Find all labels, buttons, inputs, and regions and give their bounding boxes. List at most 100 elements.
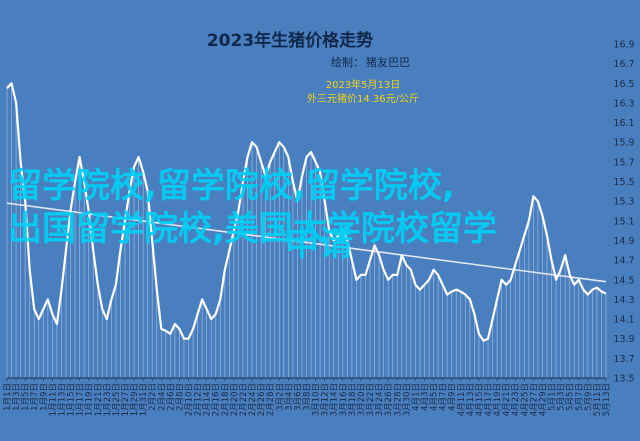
- x-tick-label: 3月30日: [402, 383, 412, 416]
- author-label: 绘制：: [331, 55, 364, 69]
- x-tick-label: 3月8日: [303, 383, 313, 411]
- daily-bars-layer: [6, 83, 607, 378]
- x-tick-label: 2月28日: [266, 383, 276, 416]
- y-tick-label: 15.5: [613, 177, 634, 188]
- x-tick-label: 2月16日: [212, 383, 222, 416]
- x-tick-label: 4月1日: [411, 383, 421, 411]
- x-tick-label: 2月18日: [221, 383, 231, 416]
- watermark: 留学院校,留学院校,留学院校, 出国留学院校,美国大学院校留学 申请: [8, 166, 497, 264]
- x-tick-label: 3月12日: [321, 383, 331, 416]
- x-tick-label: 5月1日: [548, 383, 558, 411]
- y-tick-label: 15.1: [613, 216, 634, 227]
- annotation-text: 外三元猪价14.36元/公斤: [307, 93, 419, 105]
- x-tick-label: 1月17日: [76, 383, 86, 416]
- y-tick-label: 16.9: [613, 40, 634, 51]
- watermark-line-3: 申请: [285, 224, 353, 264]
- x-tick-label: 4月21日: [502, 383, 512, 416]
- x-tick-label: 3月22日: [366, 383, 376, 416]
- x-axis-ticks: 1月1日 1月3日 1月5日 1月7日 1月9日 1月11日 1月13日 1月15日 1月17日…: [3, 378, 612, 416]
- y-tick-label: 14.7: [613, 256, 634, 267]
- x-tick-label: 4月9日: [448, 383, 458, 411]
- x-tick-label: 2月10日: [185, 383, 195, 416]
- y-tick-label: 16.5: [613, 79, 634, 90]
- x-tick-label: 4月7日: [439, 383, 449, 411]
- x-tick-label: 4月5日: [430, 383, 440, 411]
- x-tick-label: 3月28日: [393, 383, 403, 416]
- trendline: [6, 202, 607, 283]
- x-tick-label: 1月1日: [3, 383, 13, 411]
- y-tick-label: 16.3: [613, 98, 634, 109]
- y-tick-label: 14.1: [613, 315, 634, 326]
- y-tick-label: 16.7: [613, 59, 634, 70]
- y-tick-label: 14.9: [613, 236, 634, 247]
- x-tick-label: 1月3日: [12, 383, 22, 411]
- x-tick-label: 3月2日: [275, 383, 285, 411]
- x-tick-label: 2月20日: [230, 383, 240, 416]
- x-tick-label: 4月15日: [475, 383, 485, 416]
- x-tick-label: 2月4日: [157, 383, 167, 411]
- x-tick-label: 5月11日: [593, 383, 603, 416]
- x-tick-label: 5月7日: [575, 383, 585, 411]
- x-tick-label: 3月18日: [348, 383, 358, 416]
- chart-title: 2023年生猪价格走势: [207, 30, 373, 51]
- y-tick-label: 14.3: [613, 295, 634, 306]
- x-tick-label: 4月3日: [420, 383, 430, 411]
- y-tick-label: 13.5: [613, 374, 634, 385]
- x-tick-label: 3月16日: [339, 383, 349, 416]
- x-tick-label: 4月25日: [520, 383, 530, 416]
- x-tick-label: 3月24日: [375, 383, 385, 416]
- x-tick-label: 3月26日: [384, 383, 394, 416]
- price-line: [6, 82, 607, 342]
- x-tick-label: 3月20日: [357, 383, 367, 416]
- x-tick-label: 1月29日: [130, 383, 140, 416]
- y-axis-ticks: 16.9 16.7 16.5 16.3 16.1 15.9 15.7 15.5 15.3 15.1…: [613, 40, 634, 385]
- x-tick-label: 5月3日: [557, 383, 567, 411]
- x-tick-label: 1月7日: [30, 383, 40, 411]
- x-tick-label: 5月5日: [566, 383, 576, 411]
- x-tick-label: 1月9日: [39, 383, 49, 411]
- y-tick-label: 15.9: [613, 138, 634, 149]
- x-tick-label: 1月15日: [67, 383, 77, 416]
- x-tick-label: 1月25日: [112, 383, 122, 416]
- x-tick-label: 4月23日: [511, 383, 521, 416]
- x-tick-label: 1月23日: [103, 383, 113, 416]
- x-tick-label: 2月2日: [148, 383, 158, 411]
- x-tick-label: 1月31日: [139, 383, 149, 416]
- y-tick-label: 15.7: [613, 157, 634, 168]
- x-tick-label: 5月13日: [602, 383, 612, 416]
- x-tick-label: 4月19日: [493, 383, 503, 416]
- watermark-line-1: 留学院校,留学院校,留学院校,: [8, 166, 455, 206]
- trendline-layer: [6, 202, 607, 283]
- x-tick-label: 2月8日: [175, 383, 185, 411]
- x-tick-label: 3月4日: [284, 383, 294, 411]
- x-tick-label: 2月12日: [194, 383, 204, 416]
- annotation-date: 2023年5月13日: [326, 78, 401, 91]
- watermark-line-2: 出国留学院校,美国大学院校留学: [8, 209, 497, 249]
- price-line-layer: [6, 82, 607, 342]
- x-tick-label: 4月27日: [529, 383, 539, 416]
- y-tick-label: 14.5: [613, 275, 634, 286]
- x-tick-label: 1月19日: [85, 383, 95, 416]
- y-tick-label: 16.1: [613, 118, 634, 129]
- x-tick-label: 3月6日: [293, 383, 303, 411]
- x-tick-label: 1月11日: [48, 383, 58, 416]
- y-tick-label: 13.7: [613, 354, 634, 365]
- x-tick-label: 4月17日: [484, 383, 494, 416]
- x-tick-label: 2月22日: [239, 383, 249, 416]
- x-tick-label: 1月13日: [57, 383, 67, 416]
- x-tick-label: 1月21日: [94, 383, 104, 416]
- x-tick-label: 2月26日: [257, 383, 267, 416]
- x-tick-label: 2月6日: [166, 383, 176, 411]
- x-tick-label: 4月29日: [538, 383, 548, 416]
- x-tick-label: 3月14日: [330, 383, 340, 416]
- x-tick-label: 5月9日: [584, 383, 594, 411]
- x-tick-label: 1月5日: [21, 383, 31, 411]
- x-tick-label: 3月10日: [312, 383, 322, 416]
- y-tick-label: 13.9: [613, 334, 634, 345]
- author-name: 猪友巴巴: [366, 55, 410, 69]
- x-tick-label: 4月13日: [466, 383, 476, 416]
- x-tick-label: 4月11日: [457, 383, 467, 416]
- x-tick-label: 1月27日: [121, 383, 131, 416]
- x-tick-label: 2月24日: [248, 383, 258, 416]
